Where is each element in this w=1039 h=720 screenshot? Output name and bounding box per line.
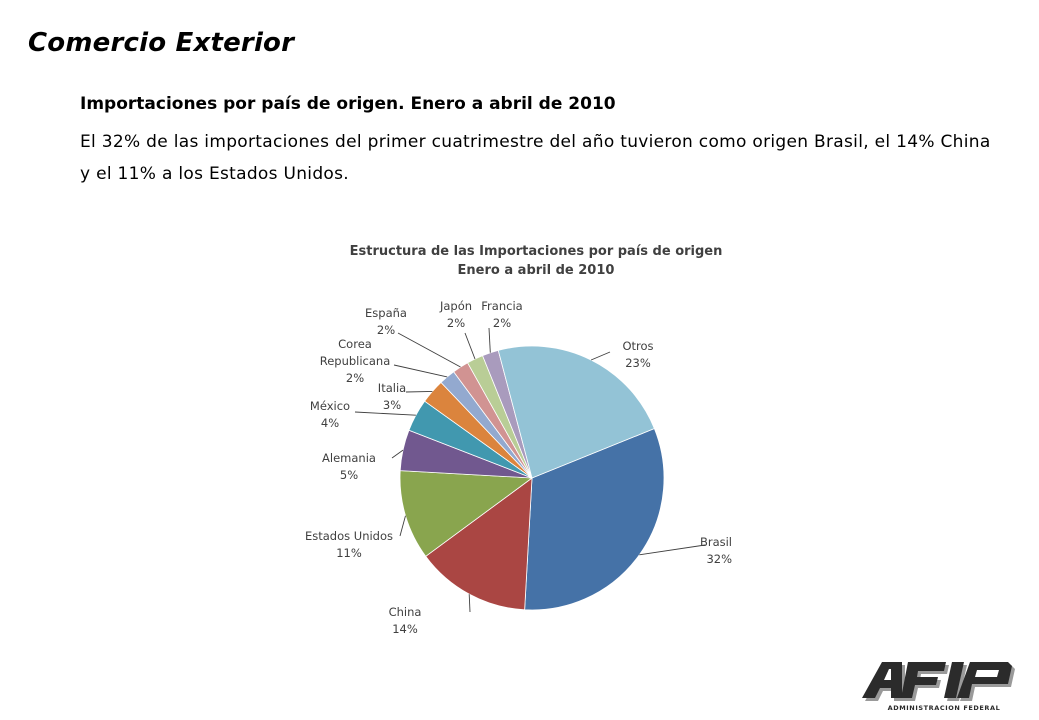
- leader-line: [468, 594, 471, 613]
- leader-line: [488, 327, 491, 353]
- leader-line: [393, 364, 448, 378]
- slice-label: China 14%: [389, 605, 422, 636]
- leader-line: [399, 515, 406, 537]
- chart-title: Estructura de las Importaciones por país…: [350, 244, 723, 259]
- leader-line: [354, 411, 416, 416]
- logo-caption: ADMINISTRACION FEDERAL: [888, 704, 1001, 712]
- slice-label: Otros 23%: [622, 339, 653, 370]
- leader-line: [397, 332, 461, 368]
- pie-slice-china: [425, 477, 533, 611]
- leader-lines: [354, 327, 706, 613]
- page-title: Comercio Exterior: [28, 28, 295, 58]
- slice-label: Alemania 5%: [322, 451, 376, 482]
- leader-line: [590, 351, 611, 361]
- slice-label: España 2%: [365, 306, 407, 337]
- slice-label: Japón 2%: [439, 299, 472, 330]
- leader-line: [405, 390, 433, 393]
- slice-label: Italia 3%: [378, 381, 406, 412]
- chart-subtitle: Enero a abril de 2010: [458, 263, 615, 278]
- slice-label: México 4%: [310, 399, 350, 430]
- leader-line: [391, 449, 404, 459]
- page-subtitle: Importaciones por país de origen. Enero …: [80, 94, 616, 114]
- slice-label: Estados Unidos 11%: [305, 529, 393, 560]
- leader-line: [639, 544, 706, 556]
- slice-label: Brasil 32%: [700, 535, 732, 566]
- leader-line: [464, 332, 476, 360]
- slice-label: Corea Republicana 2%: [320, 337, 391, 385]
- page-description: El 32% de las importaciones del primer c…: [80, 132, 991, 184]
- slice-label: Francia 2%: [481, 299, 522, 330]
- afip-logo: ADMINISTRACION FEDERAL: [862, 662, 1015, 712]
- slice-labels: Brasil 32% China 14% Estados Unidos 11% Aleman…: [305, 299, 732, 636]
- pie-slices: [399, 345, 665, 611]
